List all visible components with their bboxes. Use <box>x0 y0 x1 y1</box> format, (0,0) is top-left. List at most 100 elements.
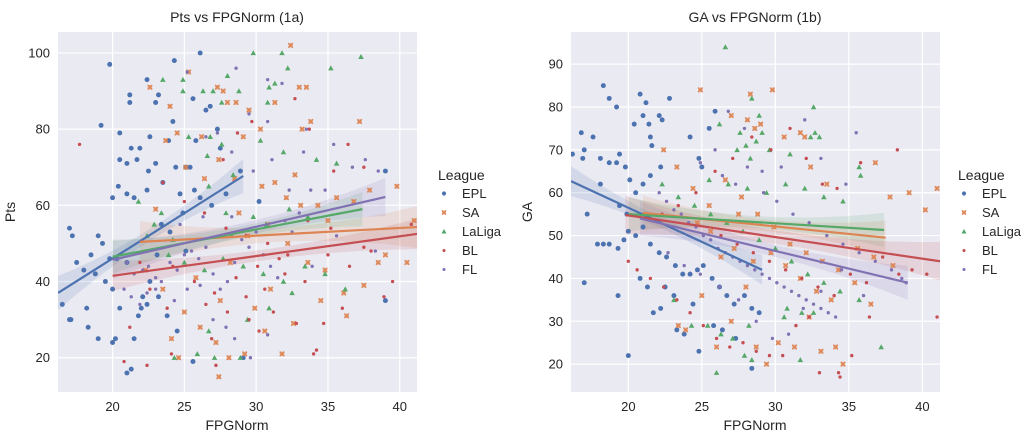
data-point-fl <box>754 319 758 323</box>
data-point-sa <box>322 267 328 273</box>
data-point-epl <box>719 327 725 333</box>
data-point-laliga <box>707 211 714 217</box>
gridlines <box>571 32 940 392</box>
data-point-fl <box>201 215 205 219</box>
data-point-sa <box>193 274 199 281</box>
data-point-sa <box>787 241 793 247</box>
data-point-laliga <box>236 88 242 94</box>
data-point-sa <box>763 361 770 367</box>
data-point-fl <box>159 279 164 284</box>
data-point-epl <box>694 267 700 273</box>
data-point-bl <box>817 371 822 375</box>
data-point-fl <box>679 212 683 216</box>
data-point-bl <box>257 329 261 333</box>
regression-line-bl <box>112 232 417 277</box>
data-point-sa <box>818 348 824 355</box>
data-point-sa <box>297 202 304 209</box>
data-point-fl <box>211 317 215 322</box>
data-point-bl <box>161 180 165 185</box>
data-point-sa <box>292 172 298 178</box>
legend-marker-epl <box>441 191 447 196</box>
data-point-bl <box>676 203 680 208</box>
data-point-laliga <box>333 160 340 166</box>
data-point-laliga <box>240 263 247 269</box>
data-point-sa <box>361 282 367 289</box>
data-point-sa <box>233 99 239 106</box>
regression-line-bl <box>625 213 940 263</box>
y-axis-label: GA <box>519 201 535 222</box>
data-point-epl <box>110 340 116 345</box>
data-point-sa <box>744 117 751 123</box>
legend-item-sa: SA <box>441 205 480 220</box>
data-point-fl <box>350 165 355 169</box>
data-point-epl <box>656 250 662 256</box>
data-point-laliga <box>725 181 732 187</box>
chart-panel-1b: 20 25 30 35 40 20 30 40 50 60 70 80 90 GA vs FPGNor… <box>519 9 1022 433</box>
data-point-laliga <box>756 237 762 243</box>
data-point-epl <box>650 310 656 316</box>
data-point-fl <box>197 256 201 261</box>
data-point-laliga <box>704 322 711 328</box>
data-point-bl <box>858 161 863 165</box>
data-point-fl <box>857 251 861 255</box>
data-point-laliga <box>763 189 770 195</box>
data-point-sa <box>731 245 737 252</box>
data-point-laliga <box>746 322 752 328</box>
data-point-epl <box>112 336 118 342</box>
data-point-bl <box>694 191 698 195</box>
data-point-bl <box>895 148 900 152</box>
data-point-sa <box>257 126 264 132</box>
data-point-fl <box>297 211 301 215</box>
data-point-epl <box>614 104 620 110</box>
data-point-laliga <box>810 104 817 110</box>
data-point-laliga <box>218 99 225 105</box>
data-point-fl <box>254 230 258 234</box>
data-point-sa <box>198 134 205 140</box>
data-point-epl <box>117 157 123 163</box>
data-point-laliga <box>675 194 682 200</box>
data-point-sa <box>922 207 929 213</box>
data-point-fl <box>761 191 766 195</box>
data-point-epl <box>637 275 643 281</box>
data-point-sa <box>832 344 839 350</box>
data-point-fl <box>666 251 670 255</box>
data-point-fl <box>736 298 741 302</box>
data-point-epl <box>687 271 693 277</box>
data-point-bl <box>409 222 413 227</box>
data-point-fl <box>804 298 808 302</box>
data-point-epl <box>756 310 762 316</box>
data-point-laliga <box>260 271 267 277</box>
data-point-epl <box>102 279 108 284</box>
data-point-epl <box>382 298 388 304</box>
data-point-epl <box>584 211 590 217</box>
data-point-sa <box>934 185 940 192</box>
data-point-laliga <box>342 286 348 292</box>
data-point-bl <box>303 279 307 284</box>
data-point-sa <box>325 217 331 224</box>
data-point-laliga <box>716 121 723 127</box>
legend-label: BL <box>982 243 998 258</box>
data-point-laliga <box>691 202 698 208</box>
data-point-fl <box>819 306 823 311</box>
data-point-sa <box>201 175 208 182</box>
data-point-epl <box>696 155 702 161</box>
data-point-bl <box>800 276 804 281</box>
data-point-sa <box>660 147 667 153</box>
data-point-fl <box>138 302 142 307</box>
data-point-epl <box>712 108 718 114</box>
data-point-bl <box>307 127 311 131</box>
data-point-fl <box>717 285 722 289</box>
data-point-fl <box>826 311 830 315</box>
data-point-laliga <box>671 297 677 303</box>
data-point-epl <box>640 224 646 230</box>
data-point-laliga <box>264 99 271 105</box>
legend-label: SA <box>982 205 1000 220</box>
data-point-bl <box>767 353 772 358</box>
legend-label: EPL <box>462 186 487 201</box>
data-point-fl <box>713 148 717 152</box>
y-tick-label: 20 <box>36 350 50 365</box>
data-point-bl <box>165 306 169 310</box>
data-point-laliga <box>743 142 749 148</box>
data-point-sa <box>307 118 314 125</box>
data-point-sa <box>160 286 166 292</box>
